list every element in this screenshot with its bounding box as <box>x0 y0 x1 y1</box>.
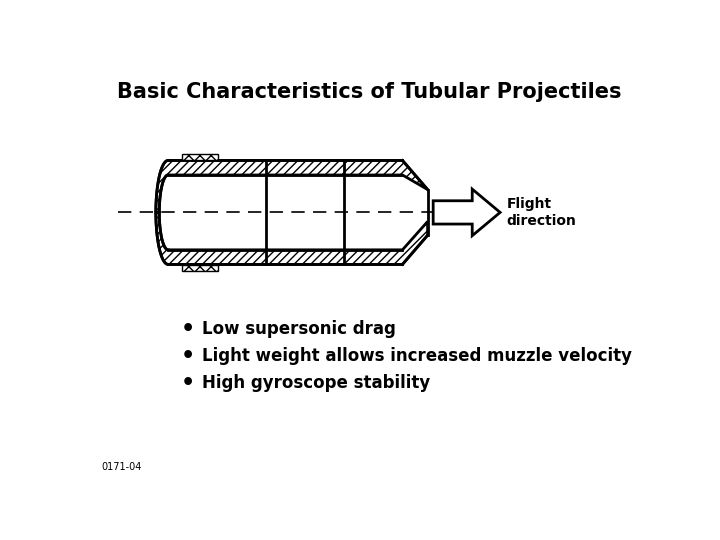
Bar <box>182 265 218 271</box>
Text: Low supersonic drag: Low supersonic drag <box>202 320 395 338</box>
Text: •: • <box>181 373 195 393</box>
Polygon shape <box>156 212 428 265</box>
Polygon shape <box>156 160 428 212</box>
Polygon shape <box>433 189 500 235</box>
Text: •: • <box>181 319 195 339</box>
Bar <box>182 154 218 160</box>
Text: •: • <box>181 346 195 366</box>
Text: High gyroscope stability: High gyroscope stability <box>202 374 430 392</box>
Text: Basic Characteristics of Tubular Projectiles: Basic Characteristics of Tubular Project… <box>117 82 621 102</box>
Text: Flight
direction: Flight direction <box>507 197 577 227</box>
Text: 0171-04: 0171-04 <box>101 462 142 472</box>
Text: Light weight allows increased muzzle velocity: Light weight allows increased muzzle vel… <box>202 347 631 365</box>
